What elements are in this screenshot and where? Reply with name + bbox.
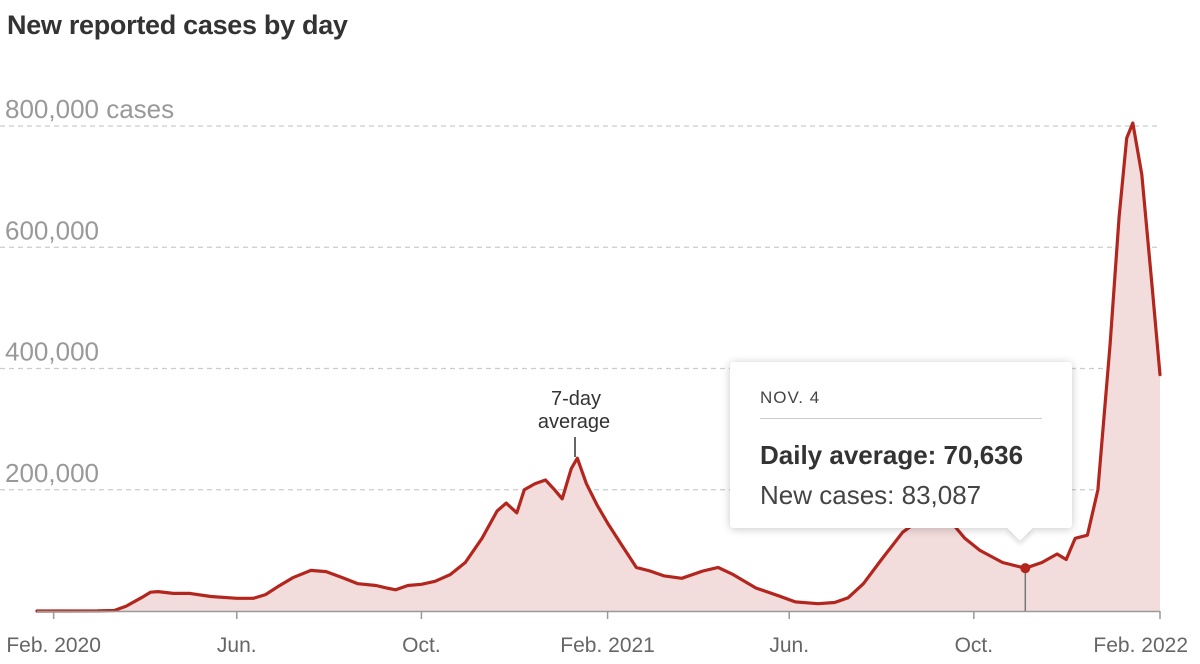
hover-point[interactable]	[1020, 563, 1031, 574]
x-axis: Feb. 2020 Jun. Oct. Feb. 2021 Jun. Oct. Feb. 2…	[6, 611, 1188, 657]
x-tick-label: Feb. 2021	[560, 634, 655, 657]
y-tick-label: 800,000 cases	[5, 94, 174, 124]
x-tick-label: Jun.	[217, 634, 257, 657]
tooltip-daily-average: Daily average: 70,636	[760, 440, 1024, 470]
x-tick-label: Jun.	[769, 634, 809, 657]
tooltip-new-cases: New cases: 83,087	[760, 480, 982, 510]
tooltip-date: NOV. 4	[760, 388, 821, 407]
annotation-line-2: average	[538, 411, 610, 433]
annotation-7-day-average: 7-day average	[538, 388, 610, 457]
x-tick-label: Oct.	[402, 634, 441, 657]
annotation-line-1: 7-day	[551, 388, 601, 410]
x-tick-label: Oct.	[955, 634, 994, 657]
y-tick-label: 400,000	[5, 337, 99, 367]
chart-title: New reported cases by day	[7, 10, 348, 40]
y-tick-label: 600,000	[5, 215, 99, 245]
tooltip: NOV. 4 Daily average: 70,636 New cases: …	[730, 362, 1072, 541]
x-tick-label: Feb. 2020	[6, 634, 101, 657]
y-tick-label: 200,000	[5, 458, 99, 488]
y-axis-labels: 800,000 cases 600,000 400,000 200,000	[5, 94, 174, 488]
area-fill	[37, 123, 1160, 611]
x-tick-label: Feb. 2022	[1093, 634, 1188, 657]
tooltip-divider	[760, 418, 1042, 419]
